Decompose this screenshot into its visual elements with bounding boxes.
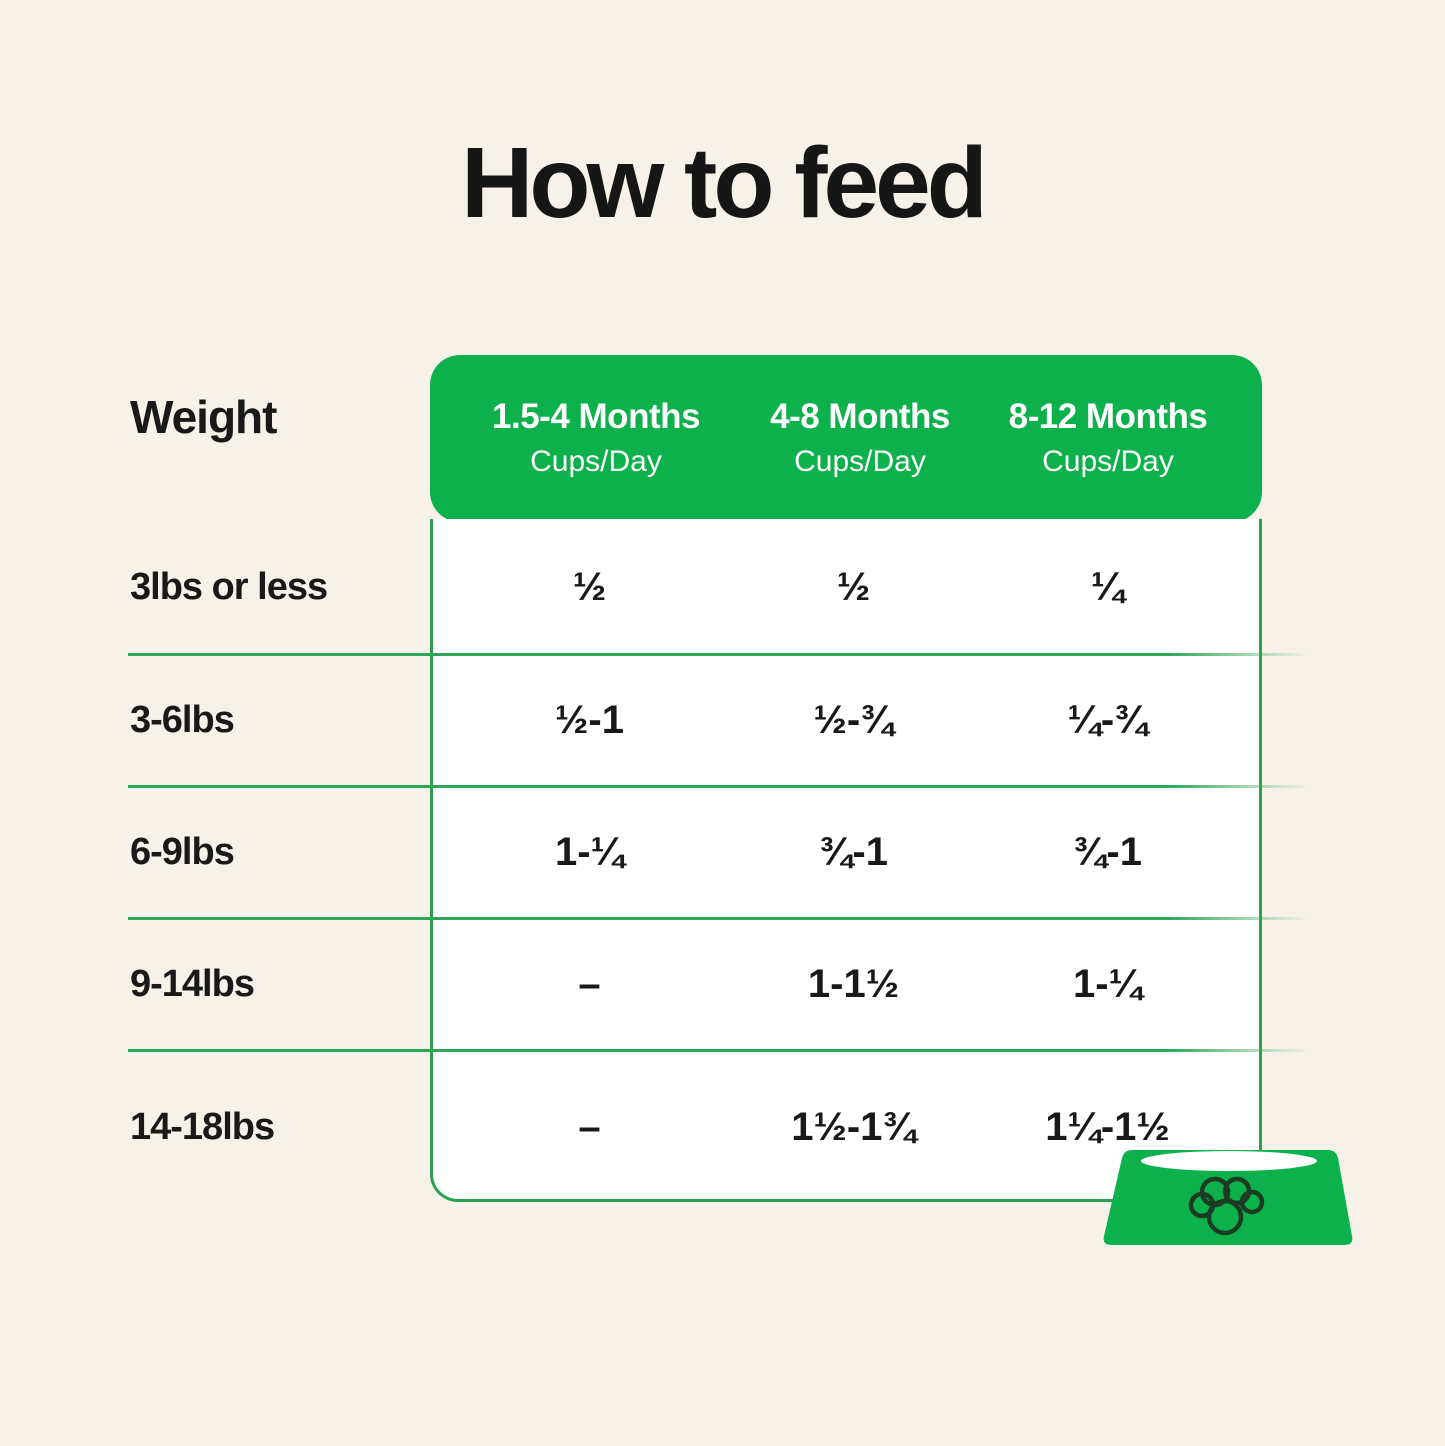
cell-value: ½ [572,565,607,609]
row-weight-label: 3lbs or less [130,566,328,608]
column-header-8-12-months: 8-12 Months Cups/Day [984,397,1262,479]
cell-value: 1¼-1½ [1045,1104,1170,1149]
table-row: 3-6lbs ½-1 ½-¾ ¼-¾ [128,656,1262,785]
row-weight-label: 14-18lbs [130,1105,275,1148]
table-row: 6-9lbs 1-¼ ¾-1 ¾-1 [128,788,1262,917]
column-unit: Cups/Day [794,445,926,478]
cell-value: 1½-1¾ [791,1104,916,1149]
cell-value: 1-¼ [1073,962,1142,1006]
cell-value: ¼ [1090,565,1125,609]
cell-value: – [578,962,601,1006]
row-divider [128,785,1310,788]
table-row: 14-18lbs – 1½-1¾ 1¼-1½ [128,1052,1262,1202]
column-age-range: 8-12 Months [1008,397,1208,436]
row-weight-label: 6-9lbs [130,831,235,873]
cell-value: ½ [836,565,871,609]
cell-value: ½-¾ [813,698,894,742]
cell-value: 1-¼ [555,830,624,874]
column-unit: Cups/Day [1042,445,1174,478]
paw-print-icon [1188,1176,1265,1236]
page-title: How to feed [461,127,988,239]
cell-value: ¼-¾ [1067,698,1148,742]
column-header-1-5-4-months: 1.5-4 Months Cups/Day [430,397,720,479]
dog-bowl-icon [1103,1150,1353,1245]
table-body-panel [430,519,1262,1202]
column-unit: Cups/Day [530,445,662,478]
cell-value: 1-1½ [807,962,900,1006]
table-row: 3lbs or less ½ ½ ¼ [128,522,1262,653]
cell-value: – [578,1104,601,1149]
table-header: 1.5-4 Months Cups/Day 4-8 Months Cups/Da… [430,355,1262,522]
row-divider [128,917,1310,920]
cell-value: ½-1 [555,698,624,742]
row-weight-label: 9-14lbs [130,963,255,1005]
column-age-range: 4-8 Months [770,397,950,436]
row-divider [128,1049,1310,1052]
cell-value: ¾-1 [1073,830,1142,874]
weight-column-header: Weight [130,391,277,443]
row-weight-label: 3-6lbs [130,699,235,741]
row-divider [128,653,1310,656]
table-row: 9-14lbs – 1-1½ 1-¼ [128,920,1262,1049]
cell-value: ¾-1 [819,830,888,874]
column-age-range: 1.5-4 Months [492,397,700,436]
column-header-4-8-months: 4-8 Months Cups/Day [720,397,984,479]
bowl-opening [1141,1151,1317,1171]
